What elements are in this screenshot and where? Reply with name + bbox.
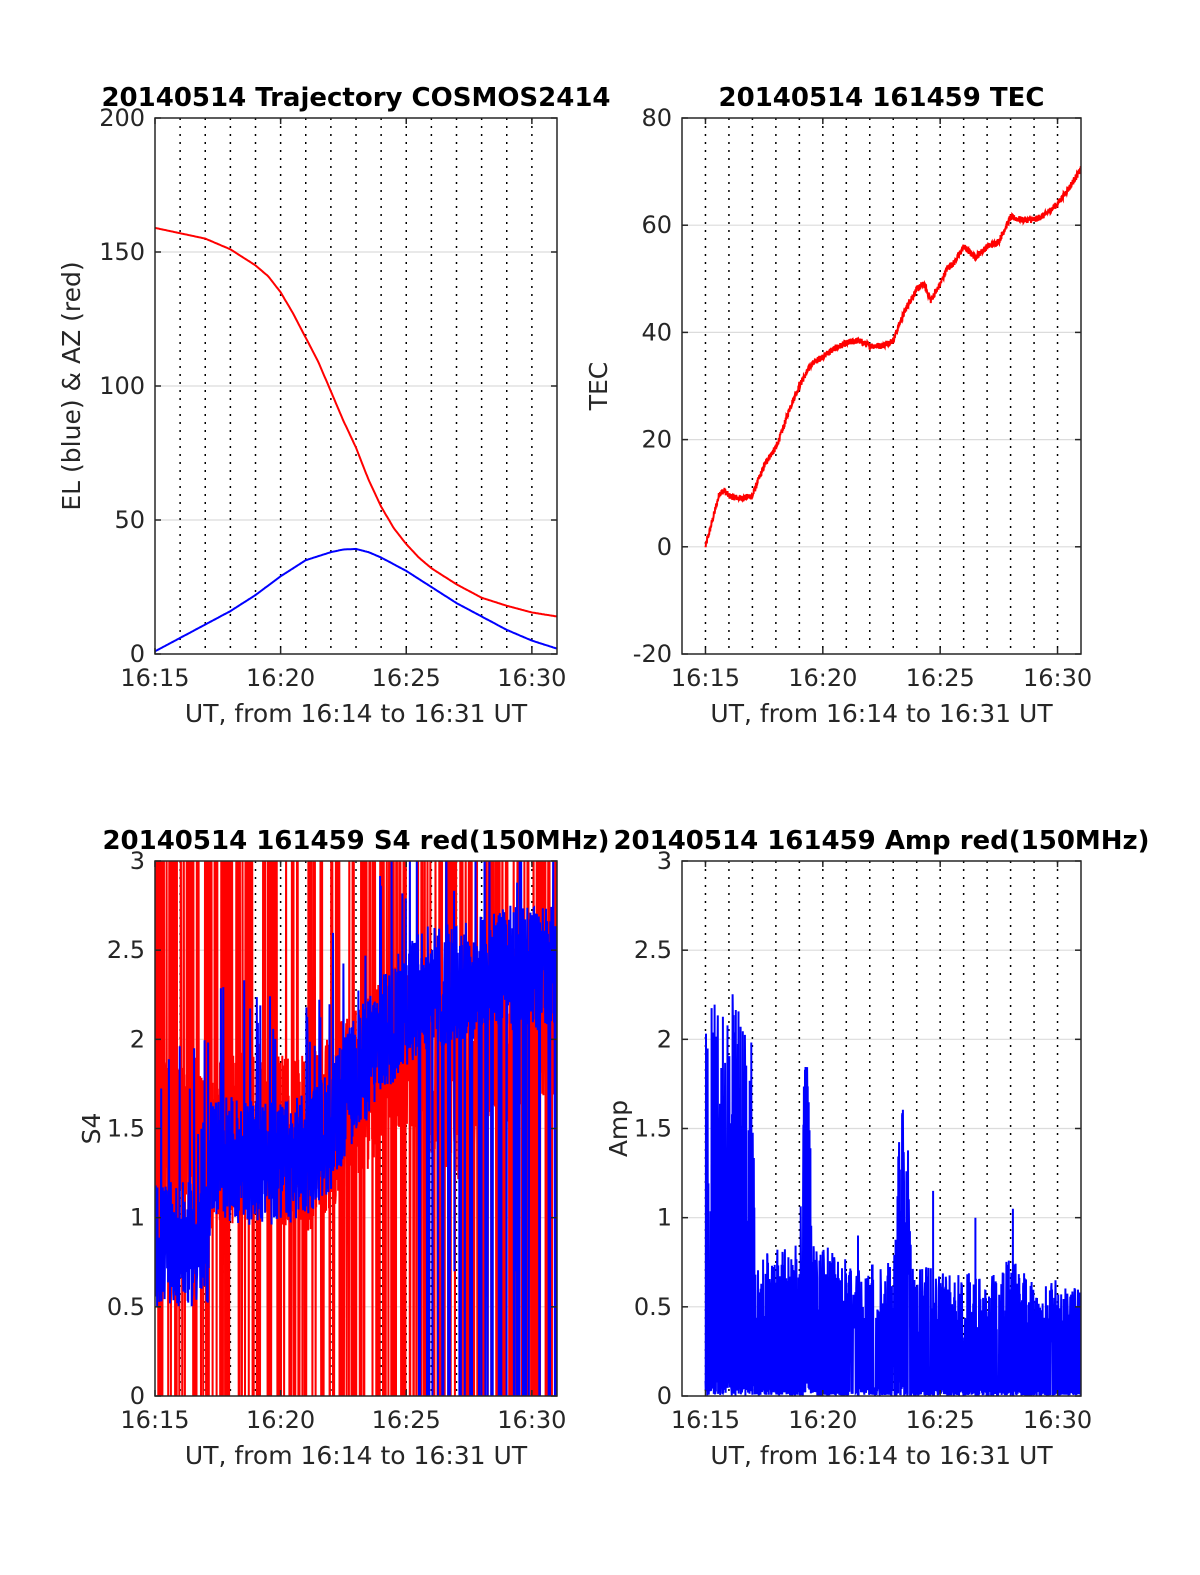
chart-title: 20140514 161459 S4 red(150MHz) bbox=[102, 826, 609, 856]
x-tick-label: 16:15 bbox=[120, 1406, 189, 1434]
series-group bbox=[155, 226, 557, 653]
x-tick-label: 16:30 bbox=[1023, 664, 1092, 692]
y-tick-label: 0 bbox=[657, 1382, 672, 1410]
y-tick-label: 0.5 bbox=[107, 1293, 145, 1321]
x-tick-label: 16:15 bbox=[671, 664, 740, 692]
x-axis-label: UT, from 16:14 to 16:31 UT bbox=[710, 699, 1053, 728]
y-axis-label: TEC bbox=[584, 362, 613, 412]
series-group bbox=[704, 994, 1081, 1396]
x-tick-label: 16:20 bbox=[246, 664, 315, 692]
series-line-0 bbox=[155, 226, 557, 618]
x-tick-label: 16:30 bbox=[497, 664, 566, 692]
x-tick-label: 16:20 bbox=[246, 1406, 315, 1434]
y-axis-label: S4 bbox=[77, 1113, 106, 1145]
y-tick-label: 1.5 bbox=[107, 1115, 145, 1143]
x-tick-label: 16:25 bbox=[906, 664, 975, 692]
y-axis-label: EL (blue) & AZ (red) bbox=[57, 261, 86, 510]
y-tick-label: 2.5 bbox=[107, 936, 145, 964]
y-tick-label: 60 bbox=[641, 211, 672, 239]
tec-plot: 16:15 16:20 16:25 16:30 -20 0 20 40 60 80 20140514… bbox=[584, 83, 1092, 728]
y-tick-label: 2 bbox=[657, 1025, 672, 1053]
y-tick-label: 3 bbox=[657, 847, 672, 875]
axes-frame bbox=[681, 117, 1082, 655]
y-tick-label: 80 bbox=[641, 104, 672, 132]
y-tick-label: 50 bbox=[114, 506, 145, 534]
y-tick-label: 40 bbox=[641, 318, 672, 346]
y-tick-label: 0 bbox=[130, 1382, 145, 1410]
y-tick-label: 0.5 bbox=[634, 1293, 672, 1321]
chart-title: 20140514 Trajectory COSMOS2414 bbox=[101, 83, 610, 113]
x-tick-label: 16:15 bbox=[120, 664, 189, 692]
y-tick-label: 0 bbox=[130, 640, 145, 668]
chart-title: 20140514 161459 Amp red(150MHz) bbox=[613, 826, 1149, 856]
y-tick-label: 200 bbox=[99, 104, 145, 132]
series-line-1 bbox=[155, 547, 557, 653]
x-tick-label: 16:25 bbox=[372, 664, 441, 692]
x-axis-label: UT, from 16:14 to 16:31 UT bbox=[185, 1441, 528, 1470]
x-axis-label: UT, from 16:14 to 16:31 UT bbox=[710, 1441, 1053, 1470]
y-tick-label: 0 bbox=[657, 533, 672, 561]
x-tick-label: 16:20 bbox=[788, 1406, 857, 1434]
series-line-1 bbox=[155, 861, 557, 1396]
y-tick-label: 1 bbox=[657, 1204, 672, 1232]
series-group bbox=[704, 166, 1081, 548]
x-tick-label: 16:20 bbox=[788, 664, 857, 692]
chart-title: 20140514 161459 TEC bbox=[719, 83, 1045, 113]
y-tick-label: 1 bbox=[130, 1204, 145, 1232]
x-tick-label: 16:15 bbox=[671, 1406, 740, 1434]
x-tick-label: 16:25 bbox=[372, 1406, 441, 1434]
y-tick-label: 3 bbox=[130, 847, 145, 875]
y-axis-label: Amp bbox=[604, 1100, 633, 1157]
s4-plot: 16:15 16:20 16:25 16:30 0 0.5 1 1.5 2 2.5 32014051… bbox=[77, 826, 610, 1470]
x-axis-label: UT, from 16:14 to 16:31 UT bbox=[185, 699, 528, 728]
series-line-0 bbox=[704, 994, 1081, 1396]
trajectory-plot: 16:15 16:20 16:25 16:30 0 50 100 150 20020140514… bbox=[57, 83, 611, 728]
y-tick-label: -20 bbox=[633, 640, 672, 668]
y-tick-label: 150 bbox=[99, 238, 145, 266]
x-tick-label: 16:30 bbox=[1023, 1406, 1092, 1434]
y-tick-label: 100 bbox=[99, 372, 145, 400]
series-line-0 bbox=[704, 166, 1081, 548]
series-group bbox=[155, 861, 557, 1396]
y-tick-label: 2.5 bbox=[634, 936, 672, 964]
x-tick-label: 16:30 bbox=[497, 1406, 566, 1434]
x-tick-label: 16:25 bbox=[906, 1406, 975, 1434]
y-tick-label: 20 bbox=[641, 426, 672, 454]
amp-plot: 16:15 16:20 16:25 16:30 0 0.5 1 1.5 2 2.5 32014051… bbox=[604, 826, 1150, 1470]
y-tick-label: 2 bbox=[130, 1025, 145, 1053]
y-tick-label: 1.5 bbox=[634, 1115, 672, 1143]
